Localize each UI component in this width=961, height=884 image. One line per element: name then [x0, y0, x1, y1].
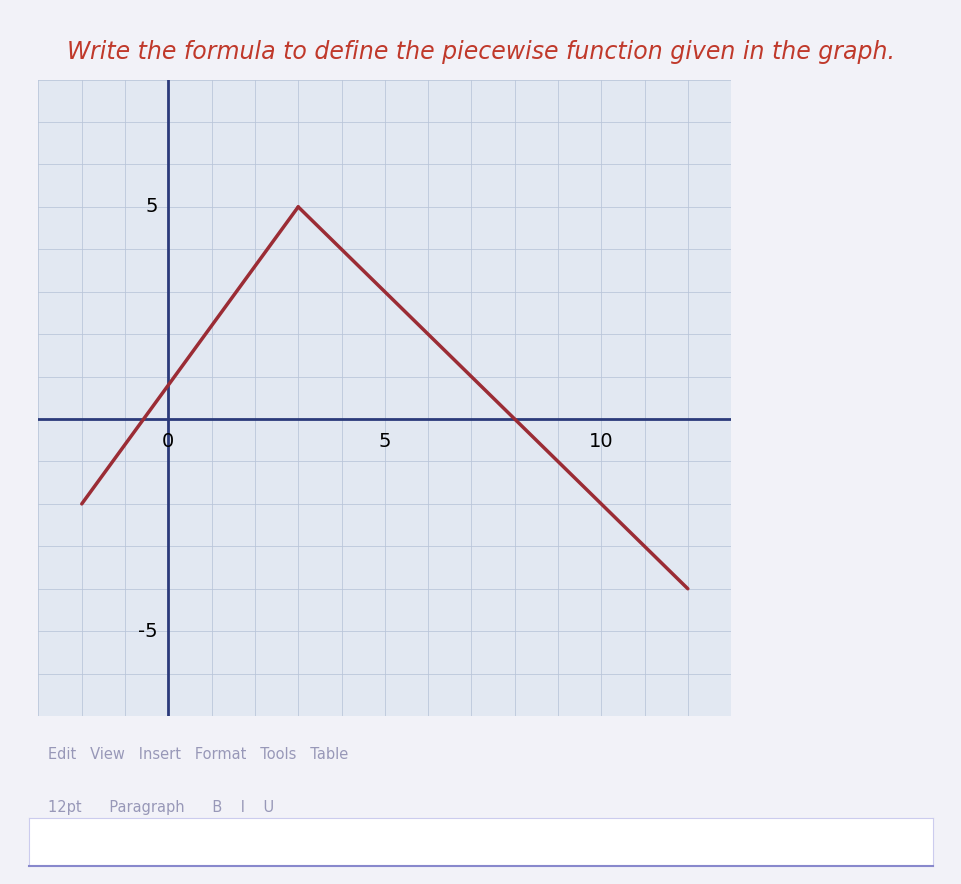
- Text: 5: 5: [379, 431, 390, 451]
- Text: 0: 0: [162, 431, 174, 451]
- Text: -5: -5: [137, 621, 158, 641]
- Text: 12pt      Paragraph      B    I    U: 12pt Paragraph B I U: [48, 800, 274, 815]
- Text: 10: 10: [588, 431, 613, 451]
- Text: Edit   View   Insert   Format   Tools   Table: Edit View Insert Format Tools Table: [48, 747, 348, 762]
- Text: 5: 5: [145, 197, 158, 217]
- Text: Write the formula to define the piecewise function given in the graph.: Write the formula to define the piecewis…: [67, 40, 894, 64]
